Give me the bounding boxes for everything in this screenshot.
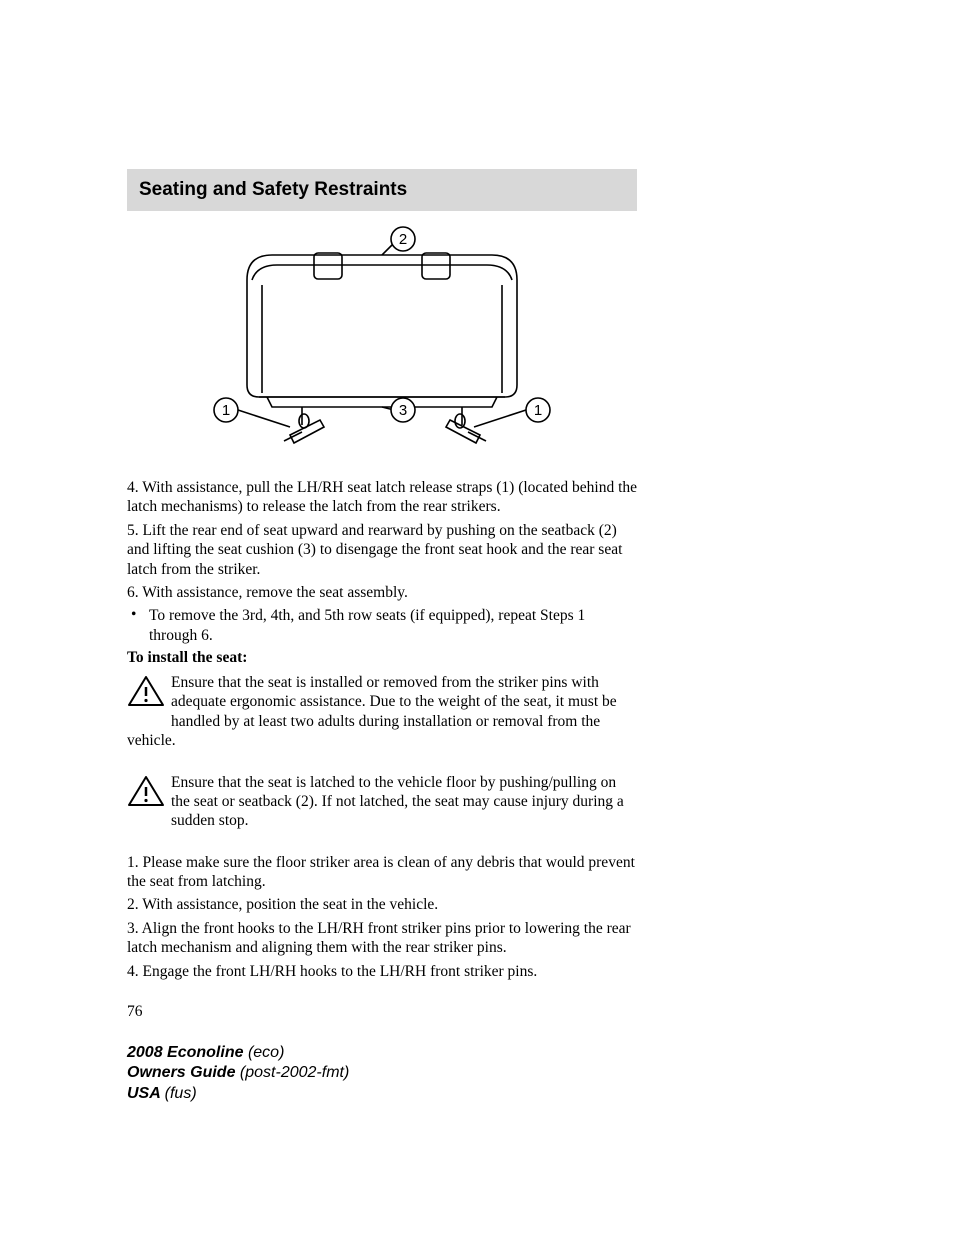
step-4: 4. With assistance, pull the LH/RH seat … [127, 478, 637, 517]
bullet-item: • To remove the 3rd, 4th, and 5th row se… [127, 606, 637, 645]
page-content: Seating and Safety Restraints [127, 169, 637, 1021]
callout-1-left: 1 [222, 402, 230, 419]
warning-2-text: Ensure that the seat is latched to the v… [171, 774, 624, 830]
footer: 2008 Econoline (eco) Owners Guide (post-… [127, 1043, 349, 1105]
page-number: 76 [127, 1003, 637, 1021]
section-title: Seating and Safety Restraints [139, 179, 625, 201]
warning-icon [127, 675, 165, 712]
install-step-1: 1. Please make sure the floor striker ar… [127, 853, 637, 892]
warning-1-text: Ensure that the seat is installed or rem… [127, 674, 617, 749]
step-6: 6. With assistance, remove the seat asse… [127, 583, 637, 602]
footer-guide: Owners Guide [127, 1064, 240, 1081]
seat-diagram: 2 1 1 3 [127, 225, 637, 460]
install-step-3: 3. Align the front hooks to the LH/RH fr… [127, 919, 637, 958]
bullet-text: To remove the 3rd, 4th, and 5th row seat… [149, 606, 637, 645]
footer-code-2: (post-2002-fmt) [240, 1064, 349, 1081]
footer-line-1: 2008 Econoline (eco) [127, 1043, 349, 1064]
warning-icon [127, 775, 165, 812]
callout-1-right: 1 [534, 402, 542, 419]
footer-code-1: (eco) [248, 1044, 284, 1061]
footer-line-2: Owners Guide (post-2002-fmt) [127, 1063, 349, 1084]
bullet-marker: • [127, 606, 149, 645]
callout-3: 3 [399, 402, 407, 419]
install-step-2: 2. With assistance, position the seat in… [127, 895, 637, 914]
install-heading: To install the seat: [127, 649, 637, 667]
footer-code-3: (fus) [165, 1085, 197, 1102]
step-5: 5. Lift the rear end of seat upward and … [127, 521, 637, 579]
warning-2: Ensure that the seat is latched to the v… [127, 773, 637, 831]
section-header: Seating and Safety Restraints [127, 169, 637, 211]
footer-region: USA [127, 1085, 165, 1102]
footer-line-3: USA (fus) [127, 1084, 349, 1105]
warning-1: Ensure that the seat is installed or rem… [127, 673, 637, 751]
footer-model: 2008 Econoline [127, 1044, 248, 1061]
install-step-4: 4. Engage the front LH/RH hooks to the L… [127, 962, 637, 981]
callout-2: 2 [399, 231, 407, 248]
